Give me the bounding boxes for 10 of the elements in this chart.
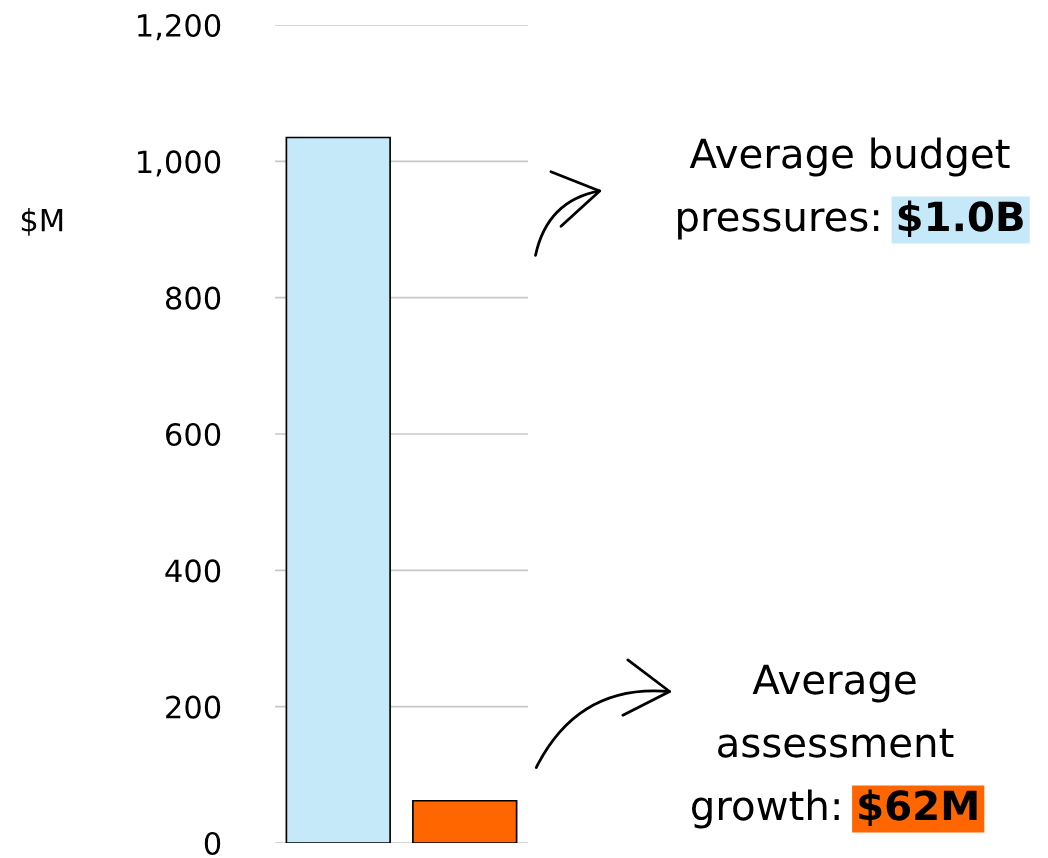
- text: Average budget pressures: $1.0B: [678, 137, 1023, 240]
- y-tick-label: 200: [166, 695, 221, 719]
- y-tick-label: 1,000: [138, 150, 221, 177]
- y-tick-label: 0: [204, 831, 221, 856]
- y-axis-title: $M: [21, 208, 63, 236]
- y-tick-label: 800: [165, 286, 221, 310]
- y-tick-label: 1,200: [138, 13, 221, 41]
- text: Average assessment growth: $62M: [691, 664, 977, 829]
- y-tick-label: 600: [166, 422, 221, 447]
- y-tick-label: 400: [165, 559, 221, 583]
